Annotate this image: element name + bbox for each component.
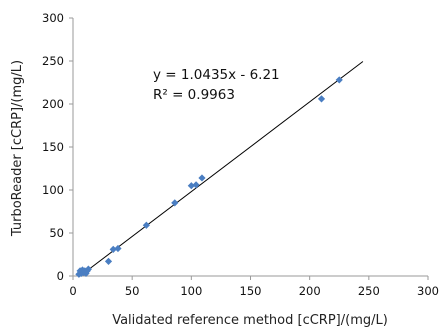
x-ticks: 0 50 100 150 200 250 300	[69, 276, 439, 298]
data-point	[82, 269, 90, 278]
plot-area: 0 50 100 150 200 250 300 0 50 100 150 200 250 300	[42, 11, 439, 298]
x-tick-label: 50	[125, 284, 140, 298]
data-point	[317, 95, 326, 103]
points-layer	[75, 76, 343, 278]
x-tick-label: 0	[69, 284, 76, 298]
y-tick-label: 150	[42, 140, 64, 154]
data-point	[192, 181, 200, 189]
data-point	[198, 174, 206, 182]
trendline	[78, 61, 364, 278]
x-tick-label: 250	[358, 284, 380, 298]
y-tick-label: 50	[49, 226, 64, 240]
y-tick-label: 300	[42, 11, 64, 25]
y-tick-label: 0	[57, 269, 64, 283]
data-point	[104, 257, 113, 265]
x-tick-label: 200	[299, 284, 321, 298]
y-tick-label: 250	[42, 54, 64, 68]
r-squared-label: R² = 0.9963	[153, 87, 235, 103]
x-tick-label: 100	[180, 284, 202, 298]
x-tick-label: 300	[417, 284, 439, 298]
x-tick-label: 150	[240, 284, 262, 298]
data-point	[335, 76, 343, 84]
trendline-layer	[78, 61, 364, 278]
data-point	[142, 221, 150, 229]
data-point	[114, 244, 122, 253]
y-tick-label: 200	[42, 97, 64, 111]
data-point	[171, 199, 179, 207]
data-point	[187, 182, 195, 190]
trendline-equation: y = 1.0435x - 6.21	[153, 67, 280, 83]
data-point	[109, 245, 117, 253]
y-ticks: 0 50 100 150 200 250 300	[42, 11, 73, 283]
y-tick-label: 100	[42, 183, 64, 197]
y-axis-title: TurboReader [cCRP]/(mg/L)	[10, 60, 25, 237]
x-axis-title: Validated reference method [cCRP]/(mg/L)	[112, 313, 388, 328]
data-point	[84, 265, 92, 273]
